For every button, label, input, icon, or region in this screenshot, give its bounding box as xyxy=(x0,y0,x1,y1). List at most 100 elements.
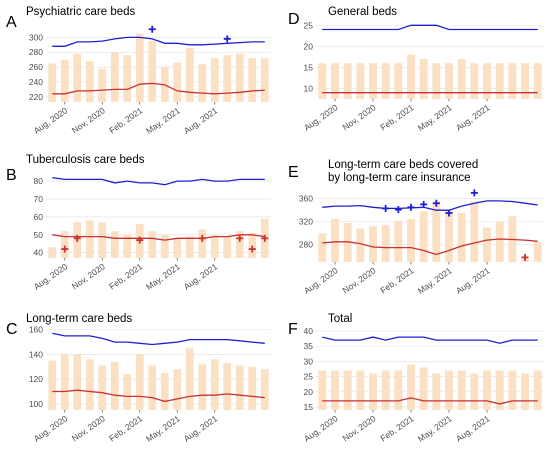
panel-b-ytick-label: 40 xyxy=(34,248,44,258)
panel-b-plus-red-marker xyxy=(61,245,69,253)
panel-c-bar xyxy=(123,374,132,410)
panel-d-bar xyxy=(470,63,479,99)
panel-e-plus-blue-marker xyxy=(382,204,390,212)
panel-b-xtick-label: Aug, 2021 xyxy=(182,261,220,292)
panel-d-bar xyxy=(394,63,403,99)
panel-b-ytick-label: 50 xyxy=(34,230,44,240)
panel-d: D General beds 10 15 20 25 Aug, 2020 Nov, 2020 F… xyxy=(288,6,544,133)
panel-f-xtick-label: Nov, 2020 xyxy=(341,413,378,443)
panel-a-bar xyxy=(73,53,82,102)
panel-c-bar xyxy=(85,359,94,410)
panel-b-xtick-label: May, 2021 xyxy=(144,261,182,292)
panel-b-xtick-label: Nov, 2020 xyxy=(70,261,107,291)
panel-a-bar xyxy=(85,61,94,102)
panel-a-bar xyxy=(185,47,194,102)
panel-d-bar xyxy=(318,63,327,99)
panel-e-title: Long-term care beds covered by long-term … xyxy=(328,159,478,184)
panel-c-xtick-label: Aug, 2020 xyxy=(32,413,70,444)
panel-e-xtick-label: Aug, 2020 xyxy=(302,265,340,296)
panel-a-letter: A xyxy=(6,14,17,31)
panel-f-ytick-label: 20 xyxy=(304,387,314,397)
panel-a-ytick-label: 300 xyxy=(29,32,43,42)
panel-b-ytick-label: 60 xyxy=(34,212,44,222)
panel-d-ytick-label: 15 xyxy=(304,62,314,72)
panel-d-xtick-label: May, 2021 xyxy=(416,102,454,133)
panel-b-plus-red-marker xyxy=(236,234,244,242)
panel-f: F Total 15 20 25 30 35 40 Aug, 2020 Nov, 2020 Feb,… xyxy=(288,313,544,444)
panel-b-plus-red-marker xyxy=(136,236,144,244)
panel-d-bar xyxy=(432,63,441,99)
panel-d-bar xyxy=(331,63,339,99)
panel-f-bar xyxy=(419,367,428,410)
panel-b-bar xyxy=(173,238,182,258)
panel-b-bar xyxy=(223,236,232,258)
panel-d-xtick-label: Aug, 2020 xyxy=(302,102,340,133)
panel-f-bar xyxy=(381,370,390,410)
panel-f-bar xyxy=(343,370,352,410)
panel-f-bar xyxy=(445,370,453,410)
panel-d-title: General beds xyxy=(328,6,397,18)
panel-e-plus-blue-marker xyxy=(407,203,415,211)
panel-b-upper-line xyxy=(52,176,265,186)
panel-a-bar xyxy=(235,53,244,102)
panel-f-bar xyxy=(495,370,504,410)
panel-a: A Psychiatric care beds 220 240 260 280 300 Aug… xyxy=(6,6,271,136)
panel-c-bar xyxy=(248,366,257,410)
panel-e-bar xyxy=(356,228,365,262)
panel-c-bar xyxy=(135,354,144,410)
panel-c-bar xyxy=(48,360,57,410)
panel-d-bar xyxy=(495,63,504,99)
panel-f-bar xyxy=(432,373,441,410)
panel-a-xtick-label: Feb, 2021 xyxy=(107,105,144,135)
panel-a-xtick-label: May, 2021 xyxy=(144,105,182,136)
panel-a-bar xyxy=(48,63,57,102)
panel-e-plus-blue-marker xyxy=(420,200,428,208)
panel-b-bar xyxy=(248,232,257,258)
panel-a-plus-blue-marker xyxy=(223,35,231,43)
panel-c-bar xyxy=(160,372,169,410)
panel-c-xtick-label: Nov, 2020 xyxy=(70,413,107,443)
panel-d-xtick-label: Aug, 2021 xyxy=(454,102,492,133)
panel-f-xtick-label: Feb, 2021 xyxy=(378,413,415,443)
panel-e-bar xyxy=(483,227,491,262)
panel-f-lower-line xyxy=(322,397,538,405)
panel-d-ytick-label: 25 xyxy=(304,20,314,30)
panel-c-bar xyxy=(198,364,207,410)
panel-f-ytick-label: 15 xyxy=(304,402,314,412)
panel-c: C Long-term care beds 100 120 140 160 Aug, 202… xyxy=(6,313,271,444)
panel-d-bar xyxy=(343,63,352,99)
panel-b-bar xyxy=(148,231,157,258)
panel-f-title: Total xyxy=(328,313,352,325)
panel-e-bar xyxy=(495,221,504,262)
panel-a-bar xyxy=(260,58,269,102)
panel-b-ytick-label: 70 xyxy=(34,194,44,204)
panel-e-xtick-label: May, 2021 xyxy=(416,265,454,296)
panel-b-xtick-label: Feb, 2021 xyxy=(107,261,144,291)
panel-c-bar xyxy=(260,369,269,410)
panel-e-letter: E xyxy=(288,164,299,181)
panel-c-bar xyxy=(73,354,82,410)
panel-a-ytick-label: 260 xyxy=(29,62,43,72)
panel-a-bar xyxy=(198,64,207,102)
panel-d-bar xyxy=(356,63,365,99)
panel-c-xtick-label: Aug, 2021 xyxy=(182,413,220,444)
panel-a-bar xyxy=(223,55,232,102)
panel-a-ytick-label: 220 xyxy=(29,92,43,102)
panel-d-bar xyxy=(533,63,542,99)
panel-b-bar xyxy=(110,231,119,258)
panel-a-xtick-label: Aug, 2021 xyxy=(182,105,220,136)
panel-e-bar xyxy=(432,201,441,262)
panel-c-ytick-label: 140 xyxy=(29,349,43,359)
panel-c-bar xyxy=(60,354,69,410)
panel-f-bar xyxy=(533,370,542,410)
panel-e-ytick-label: 280 xyxy=(299,240,313,250)
panel-e-bar xyxy=(369,226,377,262)
panel-c-bar xyxy=(210,359,219,410)
panel-b-bar xyxy=(48,247,57,258)
panel-e-bar xyxy=(331,218,339,262)
panel-d-bar xyxy=(521,63,529,99)
panel-e-xtick-label: Aug, 2021 xyxy=(454,265,492,296)
panel-e-bar xyxy=(394,220,403,262)
panel-e-plus-blue-marker xyxy=(445,209,453,217)
